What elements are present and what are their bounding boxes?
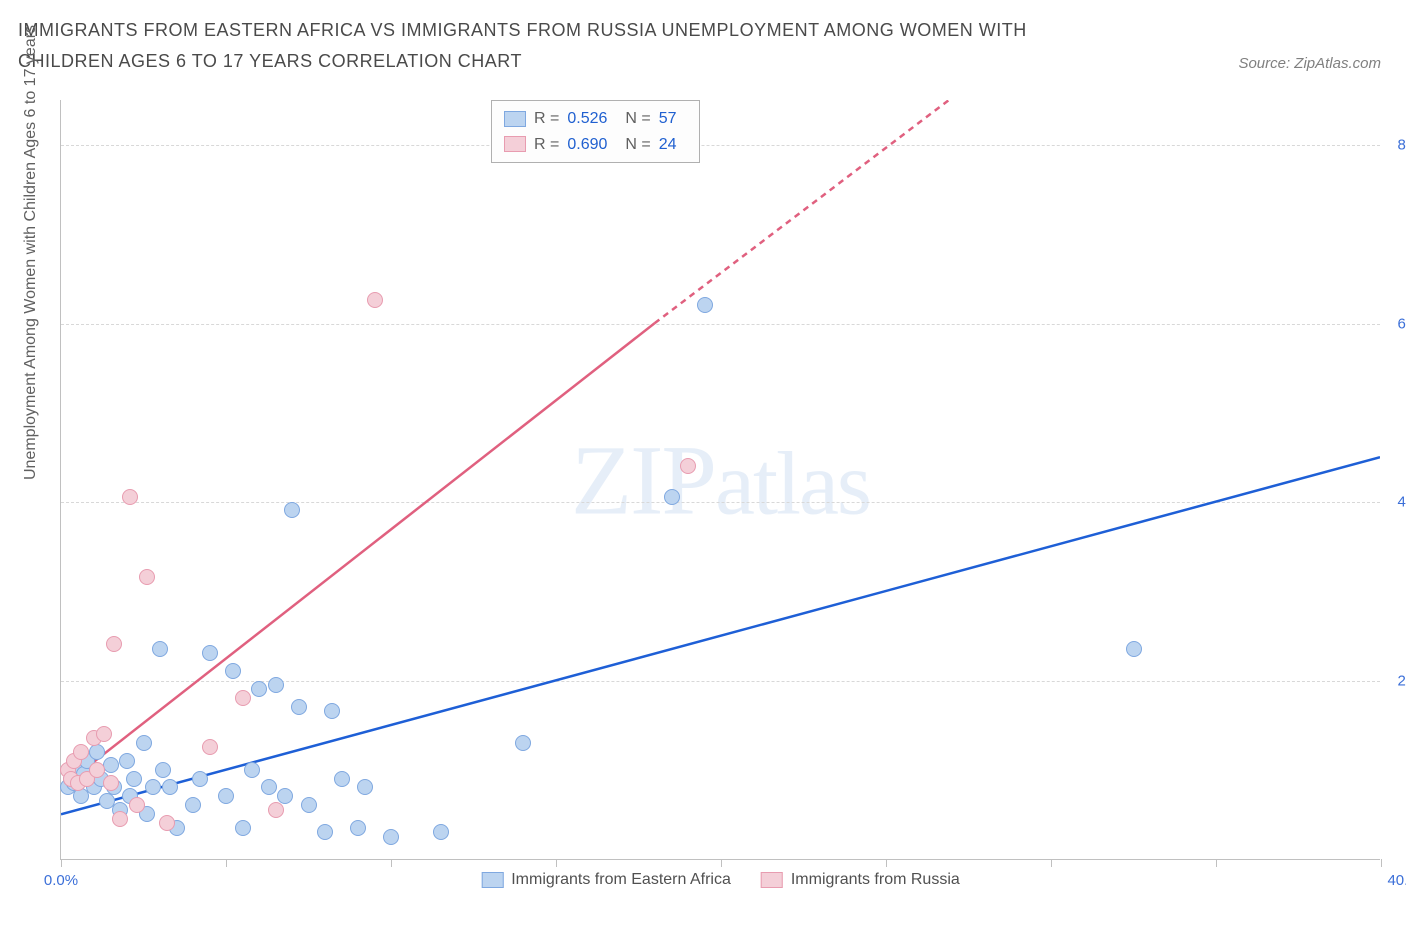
scatter-point-russia [89, 762, 105, 778]
legend-item-eastern-africa: Immigrants from Eastern Africa [481, 871, 731, 889]
scatter-point-russia [96, 726, 112, 742]
swatch-russia [761, 872, 783, 888]
n-label: N = [625, 132, 650, 158]
correlation-legend: R = 0.526 N = 57 R = 0.690 N = 24 [491, 100, 700, 163]
scatter-point-eastern-africa [350, 820, 366, 836]
scatter-point-eastern-africa [202, 645, 218, 661]
y-axis-label: Unemployment Among Women with Children A… [22, 25, 40, 480]
r-value-russia: 0.690 [567, 132, 607, 158]
x-tick [1381, 859, 1382, 867]
swatch-eastern-africa [481, 872, 503, 888]
legend-label: Immigrants from Eastern Africa [511, 871, 731, 889]
scatter-point-eastern-africa [317, 824, 333, 840]
n-label: N = [625, 106, 650, 132]
y-tick-label: 60.0% [1397, 315, 1406, 332]
scatter-point-eastern-africa [152, 641, 168, 657]
legend-item-russia: Immigrants from Russia [761, 871, 960, 889]
x-tick [61, 859, 62, 867]
scatter-point-russia [73, 744, 89, 760]
x-tick [391, 859, 392, 867]
scatter-point-eastern-africa [225, 663, 241, 679]
swatch-russia [504, 136, 526, 152]
scatter-point-eastern-africa [357, 779, 373, 795]
trend-line [61, 323, 655, 787]
scatter-point-russia [129, 797, 145, 813]
x-tick [556, 859, 557, 867]
y-tick-label: 40.0% [1397, 494, 1406, 511]
scatter-point-eastern-africa [334, 771, 350, 787]
scatter-point-russia [112, 811, 128, 827]
n-value-russia: 24 [659, 132, 677, 158]
scatter-point-russia [103, 775, 119, 791]
x-tick [1216, 859, 1217, 867]
scatter-point-eastern-africa [136, 735, 152, 751]
y-tick-label: 20.0% [1397, 673, 1406, 690]
scatter-point-eastern-africa [664, 489, 680, 505]
x-tick [226, 859, 227, 867]
series-legend: Immigrants from Eastern Africa Immigrant… [481, 871, 960, 889]
scatter-point-russia [235, 690, 251, 706]
trend-line [655, 100, 985, 323]
scatter-point-russia [367, 292, 383, 308]
y-gridline [61, 324, 1380, 325]
scatter-point-eastern-africa [291, 699, 307, 715]
scatter-point-eastern-africa [433, 824, 449, 840]
scatter-point-eastern-africa [268, 677, 284, 693]
x-tick [1051, 859, 1052, 867]
scatter-point-eastern-africa [515, 735, 531, 751]
scatter-point-eastern-africa [1126, 641, 1142, 657]
scatter-point-russia [159, 815, 175, 831]
scatter-point-russia [139, 569, 155, 585]
scatter-point-russia [680, 458, 696, 474]
scatter-point-eastern-africa [192, 771, 208, 787]
x-tick [721, 859, 722, 867]
n-value-eastern-africa: 57 [659, 106, 677, 132]
scatter-point-eastern-africa [185, 797, 201, 813]
scatter-point-eastern-africa [235, 820, 251, 836]
scatter-point-eastern-africa [697, 297, 713, 313]
scatter-point-eastern-africa [277, 788, 293, 804]
scatter-point-eastern-africa [218, 788, 234, 804]
scatter-point-eastern-africa [126, 771, 142, 787]
trend-line [61, 457, 1380, 814]
scatter-point-russia [268, 802, 284, 818]
legend-row-russia: R = 0.690 N = 24 [504, 132, 687, 158]
scatter-point-eastern-africa [244, 762, 260, 778]
scatter-point-eastern-africa [145, 779, 161, 795]
scatter-point-eastern-africa [383, 829, 399, 845]
scatter-point-eastern-africa [261, 779, 277, 795]
scatter-point-eastern-africa [284, 502, 300, 518]
source-attribution: Source: ZipAtlas.com [1238, 55, 1381, 72]
scatter-point-eastern-africa [301, 797, 317, 813]
legend-label: Immigrants from Russia [791, 871, 960, 889]
legend-row-eastern-africa: R = 0.526 N = 57 [504, 106, 687, 132]
x-tick-label-max: 40.0% [1387, 872, 1406, 889]
scatter-point-eastern-africa [162, 779, 178, 795]
y-gridline [61, 145, 1380, 146]
r-value-eastern-africa: 0.526 [567, 106, 607, 132]
r-label: R = [534, 132, 559, 158]
watermark: ZIPatlas [571, 422, 870, 537]
y-gridline [61, 502, 1380, 503]
y-tick-label: 80.0% [1397, 136, 1406, 153]
r-label: R = [534, 106, 559, 132]
scatter-point-eastern-africa [155, 762, 171, 778]
scatter-point-russia [106, 636, 122, 652]
scatter-point-eastern-africa [251, 681, 267, 697]
scatter-point-eastern-africa [119, 753, 135, 769]
swatch-eastern-africa [504, 111, 526, 127]
scatter-point-eastern-africa [324, 703, 340, 719]
scatter-point-russia [122, 489, 138, 505]
trend-lines-layer [61, 100, 1380, 859]
x-tick [886, 859, 887, 867]
scatter-point-russia [202, 739, 218, 755]
x-tick-label-min: 0.0% [44, 872, 78, 889]
chart-title: IMMIGRANTS FROM EASTERN AFRICA VS IMMIGR… [18, 15, 1118, 76]
chart-plot-area: ZIPatlas 20.0%40.0%60.0%80.0% R = 0.526 … [60, 100, 1380, 860]
